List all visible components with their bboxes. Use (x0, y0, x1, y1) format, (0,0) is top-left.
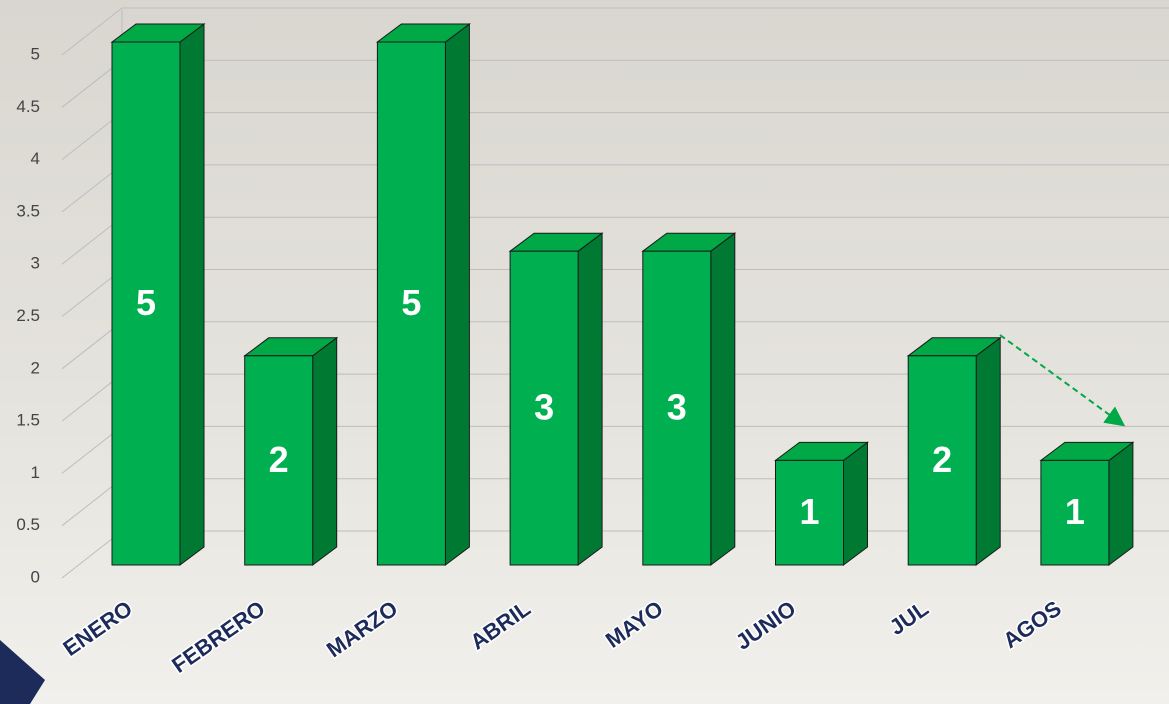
value-label: 5 (401, 282, 421, 323)
bar-side (313, 338, 337, 565)
y-tick-label: 1 (31, 463, 40, 482)
bar-side (445, 24, 469, 565)
y-tick-label: 3 (31, 254, 40, 273)
bar-side (1109, 442, 1133, 565)
y-tick-label: 4 (31, 149, 40, 168)
y-tick-label: 0 (31, 567, 40, 586)
y-tick-label: 1.5 (16, 411, 40, 430)
value-label: 2 (269, 439, 289, 480)
chart: 00.511.522.533.544.55 5ENERO2FEBRERO5MAR… (0, 0, 1169, 704)
bar-side (180, 24, 204, 565)
y-tick-label: 0.5 (16, 515, 40, 534)
y-tick-label: 2.5 (16, 306, 40, 325)
value-label: 5 (136, 282, 156, 323)
bar-side (976, 338, 1000, 565)
bar-side (844, 442, 868, 565)
y-tick-label: 5 (31, 44, 40, 63)
bar-side (711, 233, 735, 565)
value-label: 2 (932, 439, 952, 480)
value-label: 3 (534, 387, 554, 428)
value-label: 3 (667, 387, 687, 428)
value-label: 1 (1065, 491, 1085, 532)
y-tick-label: 3.5 (16, 201, 40, 220)
value-label: 1 (799, 491, 819, 532)
y-tick-label: 2 (31, 358, 40, 377)
y-tick-label: 4.5 (16, 97, 40, 116)
bar-side (578, 233, 602, 565)
